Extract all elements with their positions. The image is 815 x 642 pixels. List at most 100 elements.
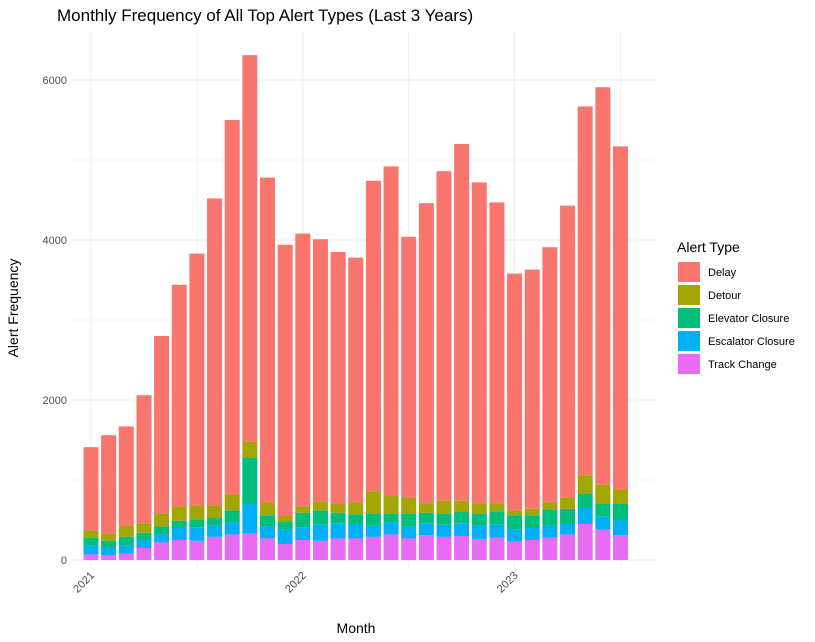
bar-track-change-2023-06	[595, 529, 611, 560]
bar-elevator-closure-2022-03	[330, 512, 346, 524]
bar-track-change-2022-02	[312, 540, 328, 560]
bar-delay-2022-11	[471, 182, 487, 504]
bar-stack-2023-05	[577, 106, 593, 560]
bar-track-change-2022-12	[489, 537, 505, 560]
bar-escalator-closure-2023-06	[595, 516, 611, 530]
bar-elevator-closure-2021-01	[83, 537, 99, 546]
bar-elevator-closure-2023-01	[507, 515, 523, 530]
bar-stack-2022-09	[436, 171, 452, 560]
bar-stack-2022-01	[295, 233, 311, 560]
bar-detour-2021-09	[224, 494, 240, 511]
legend-swatch-escalator-closure	[678, 331, 700, 351]
bar-delay-2023-02	[524, 269, 540, 509]
y-tick-label: 6000	[43, 75, 67, 87]
bar-delay-2021-12	[277, 244, 293, 517]
bar-escalator-closure-2021-07	[189, 527, 205, 541]
bar-detour-2021-05	[154, 513, 170, 527]
bar-detour-2022-06	[383, 496, 399, 514]
bar-delay-2023-06	[595, 87, 611, 485]
bar-elevator-closure-2021-11	[260, 515, 275, 527]
bar-escalator-closure-2021-12	[277, 529, 293, 544]
bar-delay-2023-07	[613, 146, 628, 490]
bar-delay-2022-04	[348, 257, 364, 503]
bar-stack-2021-10	[242, 55, 258, 560]
bar-delay-2022-05	[365, 180, 381, 492]
bar-elevator-closure-2022-08	[418, 512, 434, 524]
bar-escalator-closure-2023-03	[542, 525, 558, 538]
bar-detour-2022-04	[348, 502, 364, 515]
bar-delay-2022-10	[454, 144, 470, 501]
bar-delay-2022-09	[436, 171, 452, 501]
bar-delay-2021-06	[171, 284, 187, 507]
bar-stack-2021-12	[277, 244, 293, 560]
bar-elevator-closure-2022-11	[471, 513, 487, 526]
bar-detour-2023-02	[524, 508, 540, 516]
bar-detour-2022-11	[471, 503, 487, 514]
bar-track-change-2021-02	[101, 555, 117, 560]
bar-delay-2022-06	[383, 166, 399, 496]
bar-track-change-2022-07	[401, 538, 417, 560]
bar-stack-2022-10	[454, 144, 470, 560]
bar-delay-2021-04	[136, 395, 152, 524]
bar-elevator-closure-2023-07	[613, 504, 628, 520]
bar-stack-2023-06	[595, 87, 611, 560]
bar-detour-2021-07	[189, 505, 205, 520]
bar-detour-2022-03	[330, 504, 346, 513]
bar-detour-2022-09	[436, 500, 452, 514]
bar-delay-2021-02	[101, 435, 117, 534]
bar-track-change-2022-06	[383, 534, 399, 560]
bar-escalator-closure-2022-06	[383, 522, 399, 535]
bar-track-change-2021-04	[136, 548, 152, 560]
bar-track-change-2021-05	[154, 542, 170, 560]
bar-stack-2022-03	[330, 252, 346, 560]
bar-elevator-closure-2023-05	[577, 493, 593, 508]
bar-delay-2022-08	[418, 203, 434, 504]
bar-track-change-2023-01	[507, 541, 523, 560]
x-axis-ticks: 2021 2022 2023	[71, 570, 520, 596]
bar-delay-2021-11	[260, 177, 275, 503]
bar-detour-2021-04	[136, 523, 152, 533]
bar-delay-2021-05	[154, 336, 170, 514]
bar-stack-2021-03	[118, 426, 134, 560]
bar-stack-2023-03	[542, 247, 558, 560]
bar-detour-2022-01	[295, 506, 311, 513]
x-tick-label: 2022	[283, 570, 309, 596]
bar-stack-2022-07	[401, 236, 417, 560]
legend-label-escalator-closure: Escalator Closure	[708, 336, 795, 348]
bar-detour-2021-06	[171, 506, 187, 521]
bar-detour-2022-12	[489, 503, 505, 512]
bar-escalator-closure-2022-12	[489, 524, 505, 538]
bar-escalator-closure-2022-11	[471, 525, 487, 540]
bar-detour-2021-12	[277, 516, 293, 522]
bar-elevator-closure-2023-03	[542, 509, 558, 526]
bar-stack-2022-05	[365, 180, 381, 560]
bar-elevator-closure-2023-04	[560, 508, 576, 524]
bar-detour-2023-07	[613, 489, 628, 504]
bar-track-change-2021-11	[260, 538, 275, 560]
bar-escalator-closure-2023-05	[577, 508, 593, 524]
bar-stack-2021-01	[83, 447, 99, 560]
bar-elevator-closure-2021-10	[242, 457, 258, 504]
bar-escalator-closure-2021-01	[83, 545, 99, 555]
bar-stack-2021-02	[101, 435, 117, 560]
chart-title: Monthly Frequency of All Top Alert Types…	[57, 6, 473, 25]
bar-stack-2022-08	[418, 203, 434, 560]
legend: Alert Type Delay Detour Elevator Closure Es…	[677, 239, 795, 374]
bar-detour-2023-01	[507, 510, 523, 516]
bar-track-change-2022-05	[365, 536, 381, 560]
legend-label-elevator-closure: Elevator Closure	[708, 313, 789, 325]
bar-escalator-closure-2023-02	[524, 528, 540, 540]
bar-delay-2021-08	[207, 198, 223, 506]
bar-elevator-closure-2021-09	[224, 510, 240, 523]
bar-delay-2022-03	[330, 252, 346, 504]
bar-escalator-closure-2021-02	[101, 548, 117, 556]
legend-title: Alert Type	[677, 239, 740, 255]
bar-track-change-2022-11	[471, 539, 487, 560]
bar-elevator-closure-2022-05	[365, 513, 381, 526]
bar-track-change-2021-03	[118, 553, 134, 560]
bar-track-change-2021-09	[224, 534, 240, 560]
bar-escalator-closure-2021-04	[136, 540, 152, 548]
legend-label-delay: Delay	[708, 267, 737, 279]
legend-swatch-track-change	[678, 354, 700, 374]
